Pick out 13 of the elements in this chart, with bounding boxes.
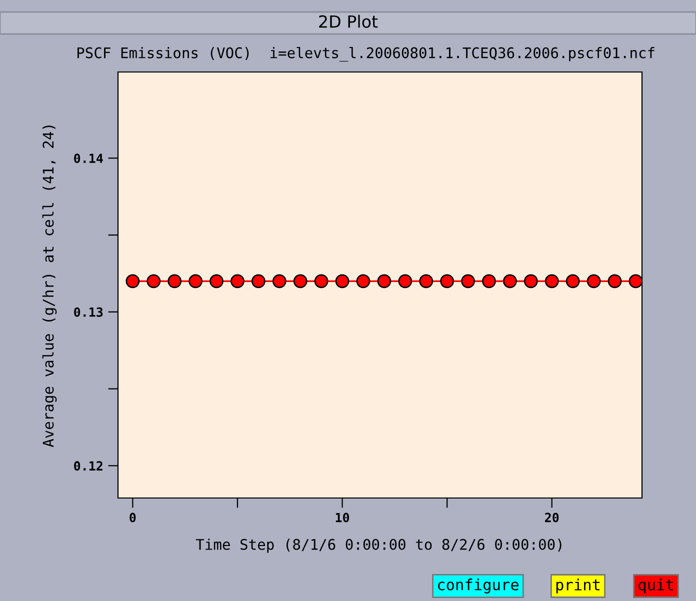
chart-title: PSCF Emissions (VOC) i=elevts_l.20060801.1.TCEQ36.2006.pscf01.ncf <box>77 46 654 62</box>
x-tick-label: 10 <box>336 512 350 522</box>
x-axis-title: Time Step (8/1/6 0:00:00 to 8/2/6 0:00:00) <box>196 538 562 553</box>
y-axis-title: Average value (g/hr) at cell (41, 24) <box>42 126 57 448</box>
text: print <box>556 578 600 594</box>
text: quit <box>638 578 673 594</box>
y-tick-label: 0.13 <box>74 307 103 317</box>
y-tick-label: 0.14 <box>74 154 103 164</box>
x-tick-label: 20 <box>545 512 559 522</box>
y-tick-label: 0.12 <box>74 461 102 471</box>
x-tick-label: 0 <box>130 512 136 522</box>
text: configure <box>438 578 518 594</box>
text: 2D Plot <box>319 14 378 28</box>
